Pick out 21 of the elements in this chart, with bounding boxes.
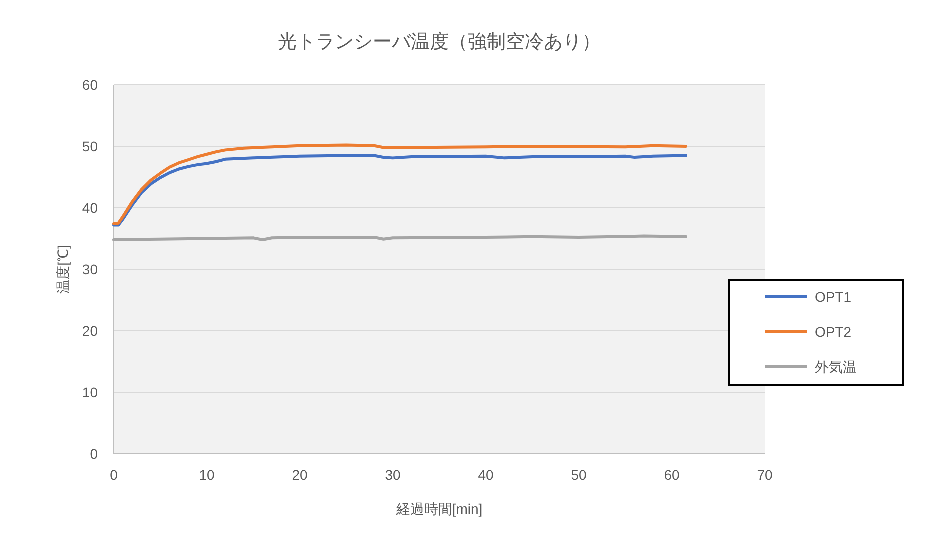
legend-label: OPT1 xyxy=(815,289,852,305)
x-tick-label: 10 xyxy=(199,467,215,483)
x-tick-label: 30 xyxy=(385,467,401,483)
y-tick-label: 0 xyxy=(90,446,98,462)
x-tick-label: 20 xyxy=(292,467,308,483)
y-tick-label: 60 xyxy=(82,77,98,93)
y-tick-label: 50 xyxy=(82,138,98,154)
x-tick-label: 0 xyxy=(110,467,118,483)
x-tick-label: 60 xyxy=(664,467,680,483)
y-axis-title: 温度[℃] xyxy=(55,245,71,294)
y-tick-label: 20 xyxy=(82,323,98,339)
y-tick-label: 30 xyxy=(82,262,98,278)
legend-label: OPT2 xyxy=(815,324,852,340)
y-tick-label: 40 xyxy=(82,200,98,216)
x-tick-label: 70 xyxy=(757,467,773,483)
x-tick-label: 40 xyxy=(478,467,494,483)
legend-label: 外気温 xyxy=(815,359,857,375)
x-axis-title: 経過時間[min] xyxy=(395,501,483,517)
y-tick-label: 10 xyxy=(82,384,98,400)
chart-title: 光トランシーバ温度（強制空冷あり） xyxy=(278,31,601,53)
x-tick-label: 50 xyxy=(571,467,587,483)
